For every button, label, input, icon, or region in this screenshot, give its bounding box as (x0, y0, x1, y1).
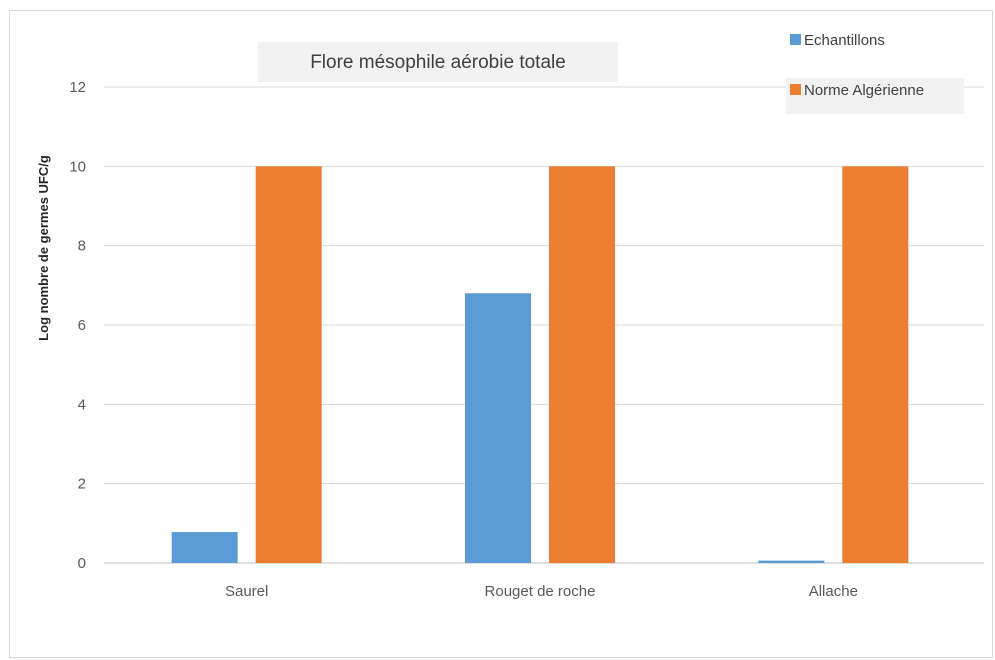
x-axis-categories: Saurel Rouget de roche Allache (225, 583, 858, 600)
legend-swatch-echantillons (790, 34, 801, 45)
bar-norme-algerienne (256, 166, 322, 563)
y-axis-label: Log nombre de germes UFC/g (36, 155, 51, 341)
y-tick-label: 0 (78, 555, 86, 572)
x-category-label: Saurel (225, 583, 268, 600)
x-category-label: Rouget de roche (485, 583, 596, 600)
bar-echantillons (758, 561, 824, 563)
legend-label-echantillons: Echantillons (804, 32, 885, 49)
y-axis-ticks: 0 2 4 6 8 10 12 (69, 79, 86, 572)
chart-title: Flore mésophile aérobie totale (310, 52, 566, 73)
legend-swatch-norme-algerienne (790, 84, 801, 95)
y-tick-label: 12 (69, 79, 86, 96)
y-tick-label: 4 (78, 396, 86, 413)
y-tick-label: 6 (78, 317, 86, 334)
legend: Echantillons Norme Algérienne (786, 32, 964, 114)
bar-norme-algerienne (842, 166, 908, 563)
legend-label-norme-algerienne: Norme Algérienne (804, 82, 924, 99)
bar-echantillons (172, 532, 238, 563)
bar-echantillons (465, 293, 531, 563)
bar-norme-algerienne (549, 166, 615, 563)
x-category-label: Allache (809, 583, 858, 600)
y-tick-label: 2 (78, 476, 86, 493)
bars (172, 166, 909, 563)
y-tick-label: 10 (69, 158, 86, 175)
y-tick-label: 8 (78, 238, 86, 255)
